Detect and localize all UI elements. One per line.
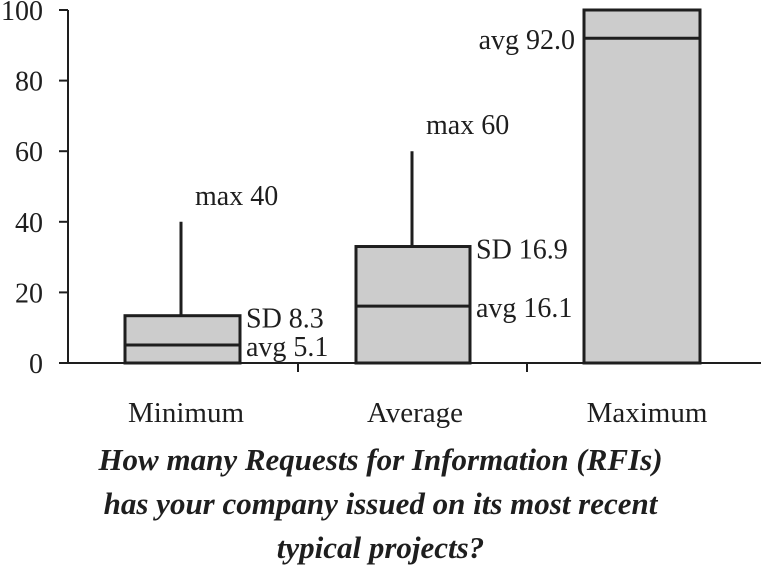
max-label: max 40 <box>195 181 278 212</box>
y-tick-label: 0 <box>29 349 43 380</box>
chart-caption-line-3: typical projects? <box>276 530 485 565</box>
y-tick-label: 80 <box>15 67 43 98</box>
y-tick-label: 60 <box>15 137 43 168</box>
avg-label: avg 16.1 <box>476 293 572 324</box>
avg-label: avg 5.1 <box>246 332 328 363</box>
max-label: max 60 <box>426 110 509 141</box>
x-tick-label: Minimum <box>128 397 244 429</box>
x-tick-label: Average <box>367 397 463 429</box>
bar-box <box>582 8 702 365</box>
sd-label: SD 16.9 <box>476 235 568 266</box>
y-tick-label: 40 <box>15 208 43 239</box>
chart: 0 20 40 60 80 100 Minimum Average Maximum avg 5.1… <box>1 0 761 429</box>
y-tick-label: 100 <box>1 0 43 27</box>
chart-caption-line-2: has your company issued on its most rece… <box>103 486 658 521</box>
y-tick-label: 20 <box>15 278 43 309</box>
sd-label: SD 8.3 <box>246 304 324 335</box>
chart-caption-line-1: How many Requests for Information (RFIs) <box>98 442 663 477</box>
x-tick-label: Maximum <box>587 397 708 429</box>
avg-label: avg 92.0 <box>479 25 575 56</box>
bar-box <box>123 314 242 365</box>
